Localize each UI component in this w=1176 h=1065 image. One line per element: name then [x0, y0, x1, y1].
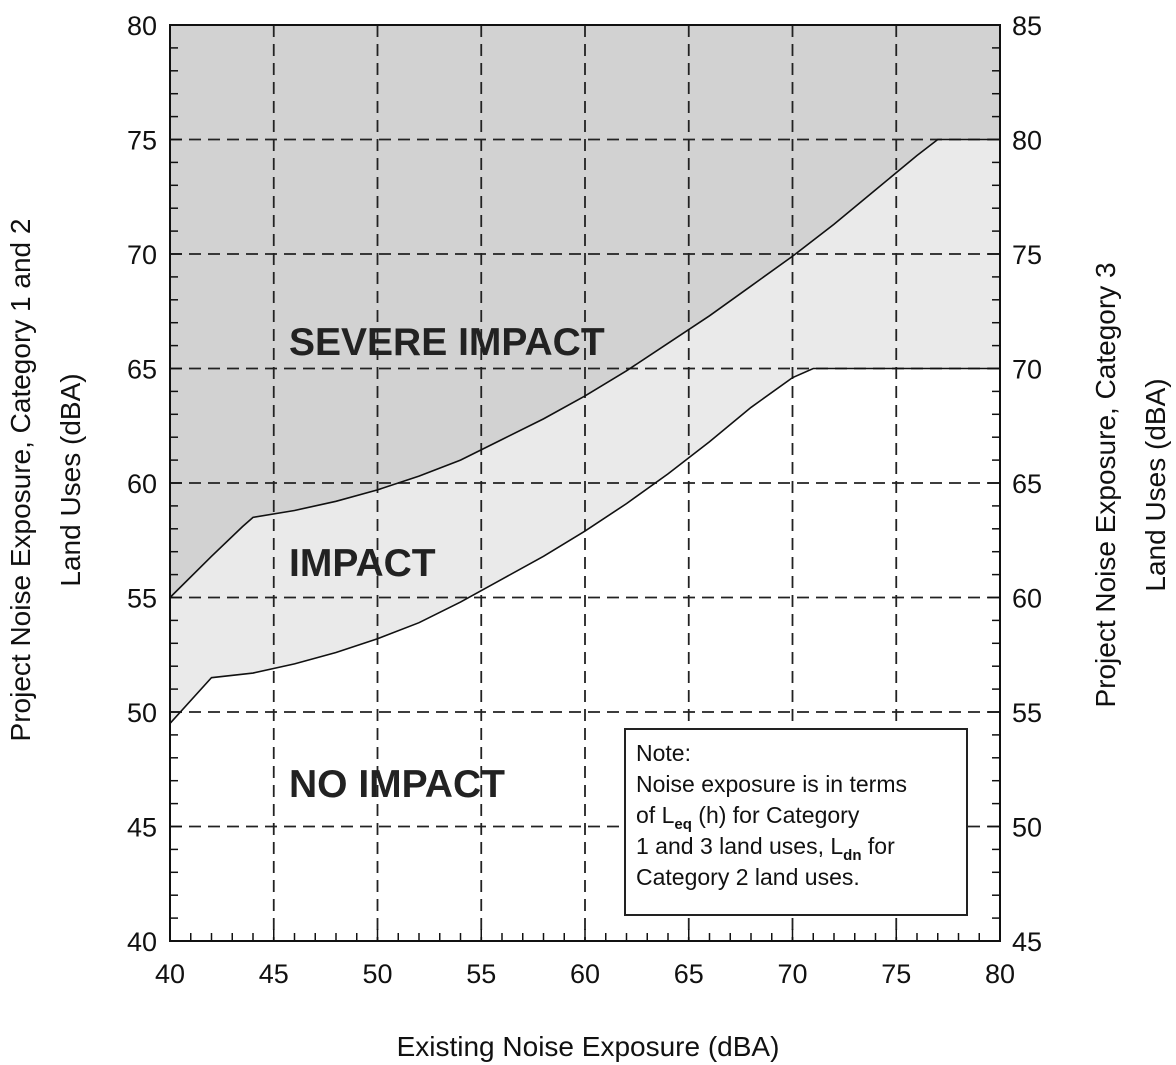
- note-line-2: Noise exposure is in terms: [636, 771, 907, 797]
- y-right-tick-label: 60: [1012, 584, 1042, 614]
- ldn-subscript: dn: [843, 847, 862, 864]
- y-right-tick-label: 65: [1012, 469, 1042, 499]
- y-right-tick-label: 70: [1012, 355, 1042, 385]
- impact-threshold-curve: [169, 367, 1000, 724]
- y-right-tick-label: 75: [1012, 240, 1042, 270]
- x-tick-label: 65: [674, 959, 704, 989]
- note-heading: Note:: [636, 740, 691, 766]
- leq-subscript: eq: [674, 816, 692, 833]
- y-left-tick-label: 60: [127, 469, 157, 499]
- x-tick-label: 75: [881, 959, 911, 989]
- x-tick-label: 45: [259, 959, 289, 989]
- right-axis-title-line2: Land Uses (dBA): [1140, 378, 1171, 591]
- y-left-tick-label: 55: [127, 584, 157, 614]
- y-left-tick-label: 70: [127, 240, 157, 270]
- minor-ticks: [170, 47, 1000, 941]
- x-tick-label: 55: [466, 959, 496, 989]
- note-box: Note: Noise exposure is in terms of Leq …: [624, 728, 968, 916]
- x-tick-label: 70: [777, 959, 807, 989]
- impact-label: IMPACT: [289, 542, 436, 585]
- y-right-tick-label: 50: [1012, 813, 1042, 843]
- y-left-tick-label: 45: [127, 813, 157, 843]
- x-tick-label: 40: [155, 959, 185, 989]
- threshold-curves: [169, 138, 1000, 724]
- no-impact-label: NO IMPACT: [289, 763, 505, 806]
- y-right-tick-label: 55: [1012, 698, 1042, 728]
- severe-impact-label: SEVERE IMPACT: [289, 321, 605, 364]
- note-line-4: 1 and 3 land uses, Ldn for: [636, 831, 956, 864]
- tick-labels: 40 45 50 55 60 65 70 75 804045505560657075804550…: [127, 11, 1042, 989]
- y-left-tick-label: 65: [127, 355, 157, 385]
- y-left-tick-label: 40: [127, 927, 157, 957]
- severe-impact-threshold-curve: [169, 138, 1000, 599]
- y-right-tick-label: 45: [1012, 927, 1042, 957]
- left-axis-title-line2: Land Uses (dBA): [55, 373, 86, 586]
- left-axis-title: Project Noise Exposure, Category 1 and 2…: [5, 219, 86, 742]
- right-axis-title: Project Noise Exposure, Category 3 Land …: [1090, 262, 1171, 707]
- y-right-tick-label: 85: [1012, 11, 1042, 41]
- note-line-3-post: (h) for Category: [691, 802, 860, 828]
- y-left-tick-label: 50: [127, 698, 157, 728]
- y-right-tick-label: 80: [1012, 126, 1042, 156]
- note-line-3: of Leq (h) for Category: [636, 800, 956, 833]
- x-tick-label: 60: [570, 959, 600, 989]
- left-axis-title-line1: Project Noise Exposure, Category 1 and 2: [5, 219, 36, 742]
- x-axis-title: Existing Noise Exposure (dBA): [397, 1031, 780, 1062]
- y-left-tick-label: 80: [127, 11, 157, 41]
- note-line-5: Category 2 land uses.: [636, 864, 860, 890]
- x-tick-label: 50: [362, 959, 392, 989]
- right-axis-title-line1: Project Noise Exposure, Category 3: [1090, 262, 1121, 707]
- note-line-3-pre: of L: [636, 802, 675, 828]
- note-line-4-pre: 1 and 3 land uses, L: [636, 833, 844, 859]
- note-line-4-post: for: [861, 833, 895, 859]
- x-tick-label: 80: [985, 959, 1015, 989]
- y-left-tick-label: 75: [127, 126, 157, 156]
